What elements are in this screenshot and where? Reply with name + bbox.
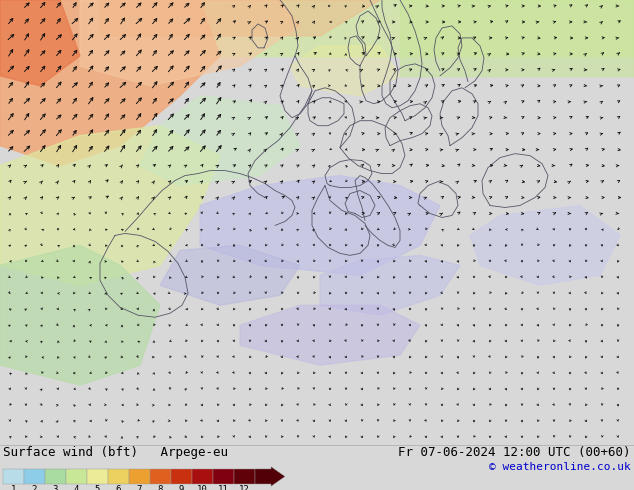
Text: 7: 7 [137,486,142,490]
Polygon shape [400,0,634,76]
Polygon shape [80,0,300,86]
Text: 8: 8 [158,486,163,490]
Polygon shape [0,126,220,285]
Text: 3: 3 [53,486,58,490]
Polygon shape [0,245,160,385]
Bar [108,469,129,484]
Polygon shape [290,46,400,96]
Polygon shape [200,0,634,56]
Bar [45,469,66,484]
Polygon shape [100,0,380,36]
Bar [234,469,255,484]
Bar [87,469,108,484]
Polygon shape [0,0,80,86]
Polygon shape [470,205,620,285]
Text: 1: 1 [11,486,16,490]
Polygon shape [140,96,300,186]
Polygon shape [240,305,420,365]
Text: 12: 12 [239,486,250,490]
Polygon shape [160,245,300,305]
Bar [24,469,45,484]
Polygon shape [320,255,460,315]
Text: 11: 11 [218,486,229,490]
Text: 4: 4 [74,486,79,490]
Bar [171,469,192,484]
Text: © weatheronline.co.uk: © weatheronline.co.uk [489,462,631,472]
Bar [192,469,213,484]
Bar [150,469,171,484]
Bar [213,469,234,484]
Text: 5: 5 [95,486,100,490]
Bar [3,469,24,484]
Polygon shape [0,0,220,166]
FancyArrow shape [255,466,285,486]
Bar [129,469,150,484]
Text: 2: 2 [32,486,37,490]
Polygon shape [200,175,440,275]
Bar [66,469,87,484]
Text: 10: 10 [197,486,208,490]
Text: Fr 07-06-2024 12:00 UTC (00+60): Fr 07-06-2024 12:00 UTC (00+60) [399,446,631,459]
Text: Surface wind (bft)   Arpege-eu: Surface wind (bft) Arpege-eu [3,446,228,459]
Text: 6: 6 [116,486,121,490]
Text: 9: 9 [179,486,184,490]
